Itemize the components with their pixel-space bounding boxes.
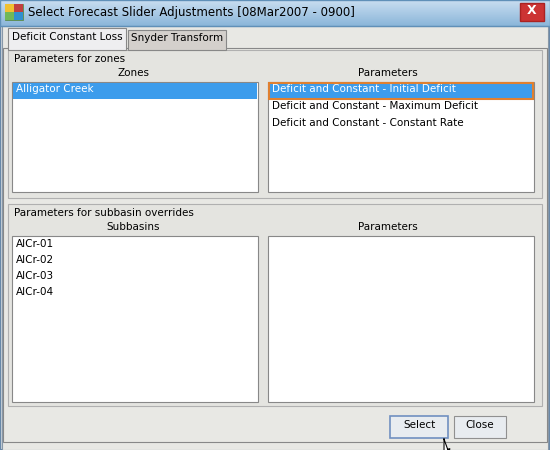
Bar: [390, 416, 448, 438]
Text: Snyder Transform: Snyder Transform: [131, 33, 223, 43]
Bar: [8, 50, 542, 198]
Bar: [0, 14, 550, 15]
Bar: [14, 4, 23, 12]
Text: Close: Close: [466, 420, 494, 430]
Bar: [0, 10, 550, 11]
Text: Parameters: Parameters: [358, 222, 418, 232]
Bar: [14, 12, 23, 20]
Text: Deficit Constant Loss: Deficit Constant Loss: [12, 32, 122, 42]
Bar: [0, 15, 550, 16]
Bar: [0, 5, 550, 6]
Bar: [0, 16, 550, 17]
Text: Parameters: Parameters: [358, 68, 418, 78]
Text: Select Forecast Slider Adjustments [08Mar2007 - 0900]: Select Forecast Slider Adjustments [08Ma…: [28, 6, 355, 19]
Text: Alligator Creek: Alligator Creek: [16, 84, 94, 94]
Bar: [8, 28, 126, 50]
Text: Select: Select: [403, 420, 435, 430]
Text: Subbasins: Subbasins: [106, 222, 160, 232]
Bar: [0, 3, 550, 4]
Bar: [13, 83, 257, 99]
Bar: [128, 30, 226, 50]
Bar: [0, 20, 550, 21]
Bar: [3, 48, 547, 442]
Bar: [12, 236, 258, 402]
Bar: [5, 4, 23, 20]
Bar: [0, 12, 550, 13]
Bar: [5, 4, 14, 12]
Text: Zones: Zones: [117, 68, 149, 78]
Bar: [268, 236, 534, 402]
Bar: [0, 25, 550, 26]
Bar: [0, 11, 550, 12]
Bar: [0, 2, 550, 3]
Bar: [0, 1, 550, 2]
Bar: [268, 82, 534, 192]
Bar: [0, 6, 550, 7]
Bar: [0, 24, 550, 25]
Bar: [0, 0, 550, 1]
Text: AlCr-04: AlCr-04: [16, 287, 54, 297]
Bar: [0, 7, 550, 8]
Bar: [0, 22, 550, 23]
Bar: [269, 83, 533, 99]
Bar: [0, 4, 550, 5]
Bar: [520, 3, 544, 21]
Bar: [0, 23, 550, 24]
Bar: [0, 18, 550, 19]
Bar: [0, 17, 550, 18]
Text: AlCr-03: AlCr-03: [16, 271, 54, 281]
Text: Parameters for subbasin overrides: Parameters for subbasin overrides: [14, 208, 194, 218]
Bar: [12, 82, 258, 192]
Bar: [0, 21, 550, 22]
Bar: [0, 9, 550, 10]
Bar: [454, 416, 506, 438]
Text: Deficit and Constant - Constant Rate: Deficit and Constant - Constant Rate: [272, 118, 464, 128]
Bar: [0, 0, 550, 26]
Text: Deficit and Constant - Maximum Deficit: Deficit and Constant - Maximum Deficit: [272, 101, 478, 111]
Bar: [5, 12, 14, 20]
Text: Deficit and Constant - Initial Deficit: Deficit and Constant - Initial Deficit: [272, 84, 456, 94]
Bar: [8, 204, 542, 406]
Text: X: X: [527, 4, 537, 17]
Bar: [0, 8, 550, 9]
Bar: [0, 19, 550, 20]
Bar: [0, 13, 550, 14]
Text: AlCr-01: AlCr-01: [16, 239, 54, 249]
Polygon shape: [444, 439, 451, 450]
Text: Parameters for zones: Parameters for zones: [14, 54, 125, 64]
Text: AlCr-02: AlCr-02: [16, 255, 54, 265]
